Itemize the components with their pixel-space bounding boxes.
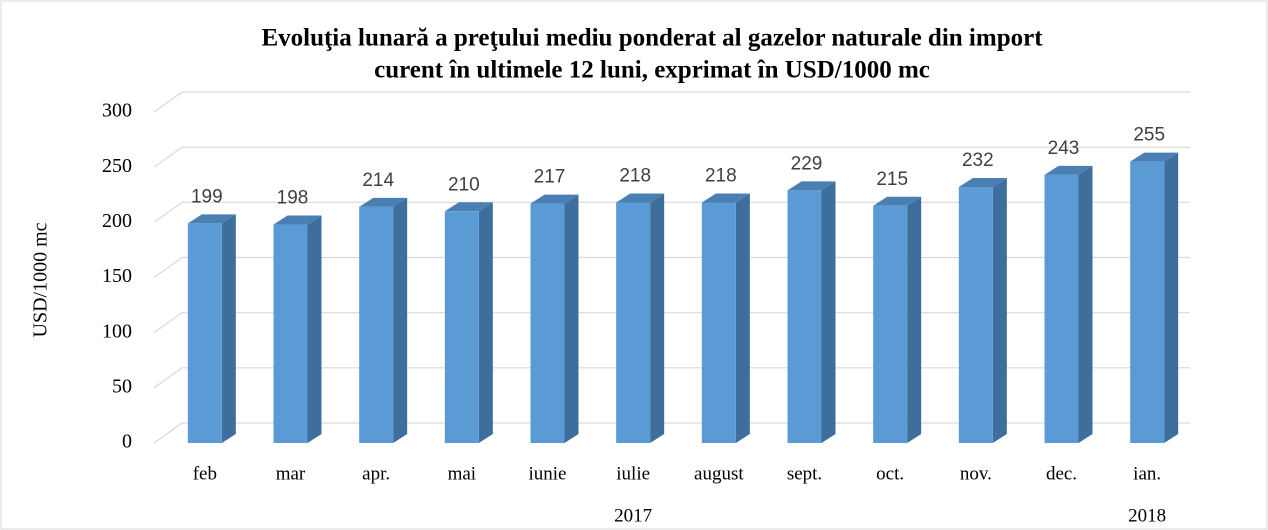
- y-tick-label: 200: [102, 210, 132, 232]
- data-label: 214: [362, 170, 394, 191]
- x-tick-label: apr.: [362, 463, 390, 484]
- bar-top: [530, 194, 579, 204]
- bar: [444, 211, 479, 443]
- data-label: 232: [962, 150, 994, 171]
- bar: [1044, 174, 1079, 443]
- bar-top: [1044, 165, 1093, 175]
- bar-top: [359, 197, 408, 207]
- bar-side: [1164, 152, 1179, 443]
- bar: [1130, 161, 1165, 443]
- data-label: 229: [791, 153, 823, 174]
- x-tick-label: feb: [193, 463, 217, 484]
- bar-side: [221, 214, 236, 443]
- x-tick-label: nov.: [960, 463, 992, 484]
- bar-side: [907, 196, 922, 443]
- y-axis-label: USD/1000 mc: [30, 222, 52, 337]
- data-label: 215: [876, 169, 908, 190]
- y-tick-label: 50: [112, 375, 132, 397]
- y-tick-label: 150: [102, 265, 132, 287]
- bar: [530, 203, 565, 443]
- bar: [187, 223, 222, 443]
- bar-side: [478, 202, 493, 443]
- x-tick-label: august: [694, 463, 744, 484]
- grid-line: [153, 367, 1190, 389]
- bar: [359, 206, 394, 443]
- x-tick-label: oct.: [876, 463, 904, 484]
- grid-line: [153, 312, 1190, 334]
- bar-top: [958, 178, 1007, 188]
- grid-line: [153, 201, 1190, 223]
- x-tick-label: mar: [276, 463, 306, 484]
- chart-title: curent în ultimele 12 luni, exprimat în …: [374, 57, 930, 84]
- bar-top: [273, 215, 322, 225]
- bar-top: [1130, 152, 1179, 162]
- data-label: 217: [534, 167, 566, 188]
- y-tick-label: 0: [122, 431, 132, 453]
- data-label: 243: [1048, 138, 1080, 159]
- bar: [873, 205, 908, 443]
- bar-side: [992, 178, 1007, 443]
- bar-top: [444, 202, 493, 212]
- x-tick-label: iulie: [616, 463, 650, 484]
- x-tick-label: dec.: [1046, 463, 1077, 484]
- grid-line: [153, 422, 1190, 444]
- bar: [273, 224, 308, 443]
- x-tick-label: ian.: [1133, 463, 1161, 484]
- data-label: 218: [619, 165, 651, 186]
- group-label: 2017: [614, 505, 652, 526]
- y-tick-label: 250: [102, 155, 132, 177]
- bar: [787, 190, 822, 443]
- bar-side: [735, 193, 750, 443]
- grid-line: [153, 256, 1190, 278]
- data-label: 255: [1133, 125, 1165, 146]
- grid-line: [153, 91, 1190, 113]
- y-tick-label: 300: [102, 100, 132, 122]
- bar-top: [873, 196, 922, 206]
- bar: [958, 187, 993, 443]
- data-label: 198: [277, 188, 309, 209]
- bar-side: [821, 181, 836, 443]
- bar-side: [1078, 165, 1093, 443]
- bar-top: [787, 181, 836, 191]
- bar-side: [650, 193, 665, 443]
- grid-line: [153, 146, 1190, 168]
- bar-top: [187, 214, 236, 224]
- group-label: 2018: [1128, 505, 1166, 526]
- data-label: 218: [705, 165, 737, 186]
- bar-top: [616, 193, 665, 203]
- bar: [701, 202, 736, 443]
- bar-side: [393, 197, 408, 443]
- x-tick-label: iunie: [529, 463, 567, 484]
- x-tick-label: sept.: [787, 463, 822, 484]
- data-label: 210: [448, 174, 480, 195]
- bar-top: [701, 193, 750, 203]
- x-tick-label: mai: [448, 463, 477, 484]
- y-tick-label: 100: [102, 320, 132, 342]
- bar: [616, 202, 651, 443]
- chart-title: Evoluţia lunară a preţului mediu pondera…: [261, 25, 1043, 52]
- bar-side: [307, 215, 322, 443]
- bar-side: [564, 194, 579, 443]
- data-label: 199: [191, 186, 223, 207]
